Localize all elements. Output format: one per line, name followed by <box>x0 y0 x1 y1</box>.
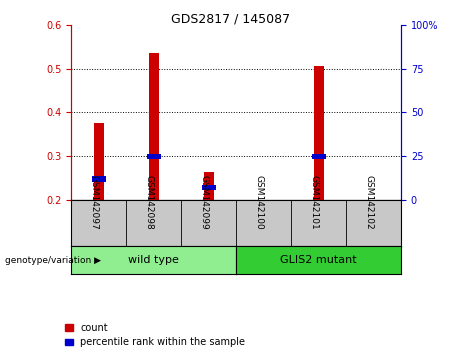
Text: GLIS2 mutant: GLIS2 mutant <box>280 255 357 265</box>
Text: genotype/variation ▶: genotype/variation ▶ <box>5 256 100 265</box>
Bar <box>94 123 104 200</box>
Text: wild type: wild type <box>129 255 179 265</box>
Text: GDS2817 / 145087: GDS2817 / 145087 <box>171 12 290 25</box>
Text: GSM142100: GSM142100 <box>255 175 264 230</box>
Text: GSM142102: GSM142102 <box>365 175 373 230</box>
Text: GSM142101: GSM142101 <box>310 175 319 230</box>
Text: GSM142097: GSM142097 <box>90 175 99 230</box>
Text: GSM142099: GSM142099 <box>200 175 209 230</box>
Bar <box>312 154 325 159</box>
Legend: count, percentile rank within the sample: count, percentile rank within the sample <box>65 322 245 347</box>
Bar <box>202 185 216 190</box>
Bar <box>92 176 106 182</box>
Bar <box>147 154 161 159</box>
Bar <box>314 67 324 200</box>
Bar <box>204 172 214 200</box>
Bar <box>149 53 159 200</box>
Text: GSM142098: GSM142098 <box>145 175 154 230</box>
